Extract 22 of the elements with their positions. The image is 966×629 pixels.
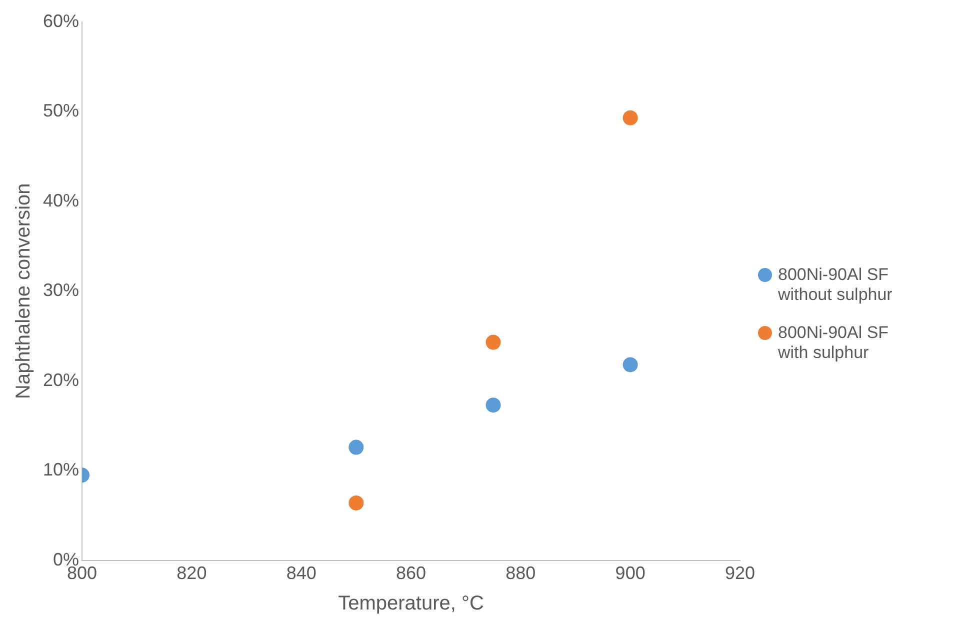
y-tick-label: 20% (42, 370, 80, 390)
x-tick-label: 840 (286, 563, 316, 584)
y-tick-label: 60% (42, 10, 80, 31)
x-tick-label: 820 (176, 563, 207, 584)
point (622, 110, 638, 126)
point (486, 334, 501, 350)
point (348, 495, 364, 510)
legend-label: 800Ni-90Al SF without sulphur (778, 265, 894, 305)
point (486, 398, 501, 413)
x-tick-label: 900 (615, 563, 646, 584)
y-tick-label: 40% (42, 190, 80, 210)
x-tick-label: 920 (724, 563, 756, 584)
legend-label: 800Ni-90Al SF with sulphur (778, 323, 890, 363)
y-tick-label: 50% (42, 100, 80, 121)
point (622, 357, 638, 372)
x-tick-label: 880 (506, 563, 536, 584)
x-axis-title: Temperature, °C (338, 592, 484, 615)
y-axis-title: Naphthalene conversion (12, 183, 35, 399)
point (348, 440, 364, 455)
y-tick-label: 30% (42, 280, 80, 300)
x-tick-label: 860 (396, 563, 426, 584)
y-tick-label: 10% (42, 460, 80, 480)
